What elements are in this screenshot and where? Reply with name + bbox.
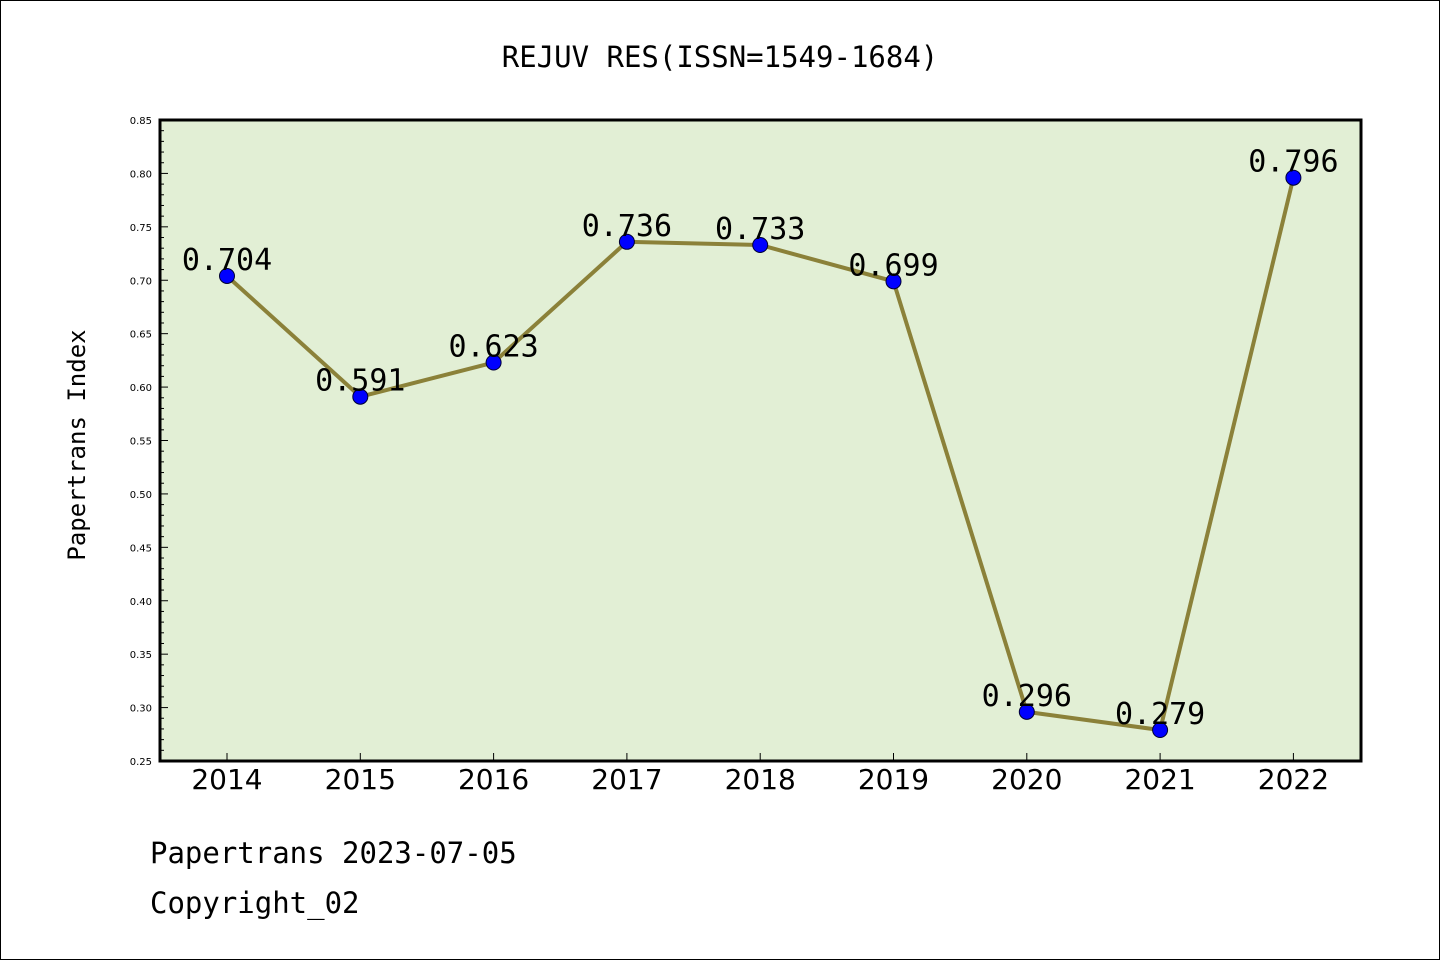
x-tick-label: 2017 bbox=[591, 763, 662, 796]
data-point bbox=[352, 388, 369, 405]
data-point bbox=[219, 267, 235, 284]
y-tick-label: 0.45 bbox=[130, 543, 152, 554]
data-point bbox=[1018, 703, 1035, 720]
data-label: 0.796 bbox=[1248, 145, 1338, 180]
x-tick-label: 2018 bbox=[725, 763, 796, 796]
chart-title: REJUV RES(ISSN=1549-1684) bbox=[502, 40, 939, 74]
data-label: 0.591 bbox=[315, 364, 405, 399]
x-tick-label: 2015 bbox=[325, 763, 396, 796]
y-tick-label: 0.35 bbox=[130, 650, 152, 661]
y-axis-label: Papertrans Index bbox=[63, 329, 91, 560]
data-point bbox=[1285, 169, 1302, 186]
data-markers bbox=[219, 169, 1302, 739]
x-tick-label: 2019 bbox=[858, 763, 929, 796]
y-tick-label: 0.70 bbox=[130, 276, 152, 287]
data-label: 0.279 bbox=[1115, 697, 1205, 732]
footer-date-text: Papertrans 2023-07-05 bbox=[150, 836, 517, 870]
data-point bbox=[485, 354, 502, 371]
y-tick-label: 0.85 bbox=[130, 116, 152, 127]
y-tick-label: 0.60 bbox=[130, 383, 152, 394]
data-point bbox=[1152, 722, 1169, 739]
data-labels: 0.704 0.591 0.623 0.736 0.733 0.699 0.296 0.279… bbox=[182, 145, 1339, 732]
x-axis-ticks: 2014 2015 2016 2017 2018 2019 2020 2021 2022 bbox=[191, 753, 1329, 796]
y-tick-label: 0.40 bbox=[130, 597, 152, 608]
y-tick-label: 0.50 bbox=[130, 490, 152, 501]
data-label: 0.733 bbox=[715, 212, 805, 247]
x-tick-label: 2016 bbox=[458, 763, 529, 796]
x-tick-label: 2020 bbox=[991, 763, 1062, 796]
y-tick-label: 0.30 bbox=[130, 704, 152, 715]
data-label: 0.699 bbox=[848, 248, 938, 283]
plot-area bbox=[160, 120, 1361, 761]
y-tick-label: 0.65 bbox=[130, 330, 152, 341]
data-point bbox=[885, 273, 902, 290]
x-tick-label: 2021 bbox=[1124, 763, 1195, 796]
data-label: 0.736 bbox=[582, 209, 672, 244]
data-label: 0.623 bbox=[448, 330, 538, 365]
x-tick-label: 2022 bbox=[1258, 763, 1329, 796]
data-label: 0.296 bbox=[982, 679, 1072, 714]
data-label: 0.704 bbox=[182, 243, 272, 278]
y-tick-label: 0.75 bbox=[130, 223, 152, 234]
plot-border bbox=[158, 118, 1363, 763]
y-tick-label: 0.55 bbox=[130, 437, 152, 448]
x-tick-label: 2014 bbox=[191, 763, 262, 796]
y-tick-label: 0.80 bbox=[130, 169, 152, 180]
footer-copyright-text: Copyright_02 bbox=[150, 886, 360, 920]
data-point bbox=[752, 236, 769, 253]
y-tick-label: 0.25 bbox=[130, 757, 152, 768]
data-point bbox=[618, 233, 635, 250]
